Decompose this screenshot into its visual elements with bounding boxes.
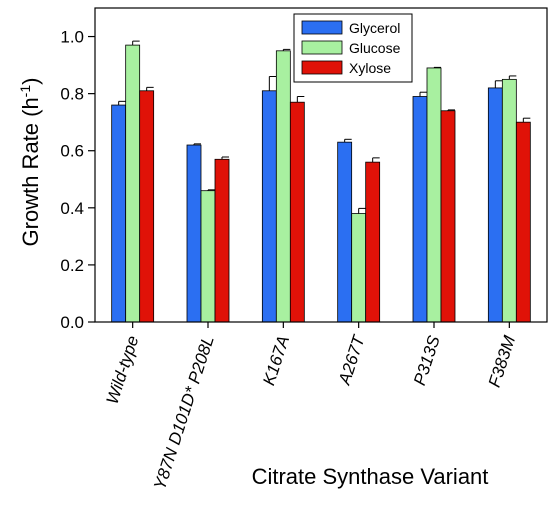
- bar: [200, 190, 216, 323]
- x-category-label: A267T: [335, 332, 369, 388]
- x-category-label: Y87N D101D* P208L: [150, 333, 218, 492]
- bar: [487, 87, 503, 323]
- x-category-label: F383M: [485, 333, 520, 390]
- y-axis-title-main: Growth Rate (h: [18, 97, 43, 246]
- bar: [412, 96, 428, 323]
- legend: Glycerol Glucose Xylose: [293, 13, 413, 83]
- bar: [275, 50, 291, 323]
- y-tick-label: 1.0: [60, 28, 84, 47]
- bar: [365, 161, 381, 323]
- y-axis-title-close: ): [18, 78, 43, 85]
- legend-label: Glycerol: [349, 20, 400, 36]
- bar: [351, 213, 367, 323]
- bar: [515, 121, 531, 323]
- legend-label: Xylose: [349, 60, 391, 76]
- y-axis-title: Growth Rate (h-1): [17, 78, 43, 247]
- bar: [426, 67, 442, 323]
- legend-swatch: [301, 40, 343, 55]
- bar: [214, 158, 230, 323]
- bar: [289, 101, 305, 323]
- legend-swatch: [301, 60, 343, 75]
- bar: [337, 141, 353, 323]
- legend-label: Glucose: [349, 40, 401, 56]
- x-category-label: P313S: [410, 333, 444, 388]
- y-tick-label: 0.6: [60, 142, 84, 161]
- y-tick-label: 0.4: [60, 199, 84, 218]
- bar: [440, 110, 456, 323]
- x-category-label: K167A: [259, 333, 293, 387]
- x-category-label: Wild-type: [103, 333, 143, 406]
- bar: [261, 90, 277, 323]
- legend-swatch: [301, 20, 343, 35]
- x-axis-title: Citrate Synthase Variant: [252, 464, 489, 489]
- bar: [139, 90, 155, 323]
- y-tick-label: 0.2: [60, 256, 84, 275]
- y-tick-label: 0.0: [60, 313, 84, 332]
- bar: [125, 44, 141, 323]
- y-tick-label: 0.8: [60, 85, 84, 104]
- y-axis-title-superscript: -1: [17, 85, 33, 98]
- bar: [186, 144, 202, 323]
- plot-frame: [94, 7, 548, 323]
- bars-layer: [111, 40, 531, 323]
- bar: [111, 104, 127, 323]
- bar: [501, 78, 517, 323]
